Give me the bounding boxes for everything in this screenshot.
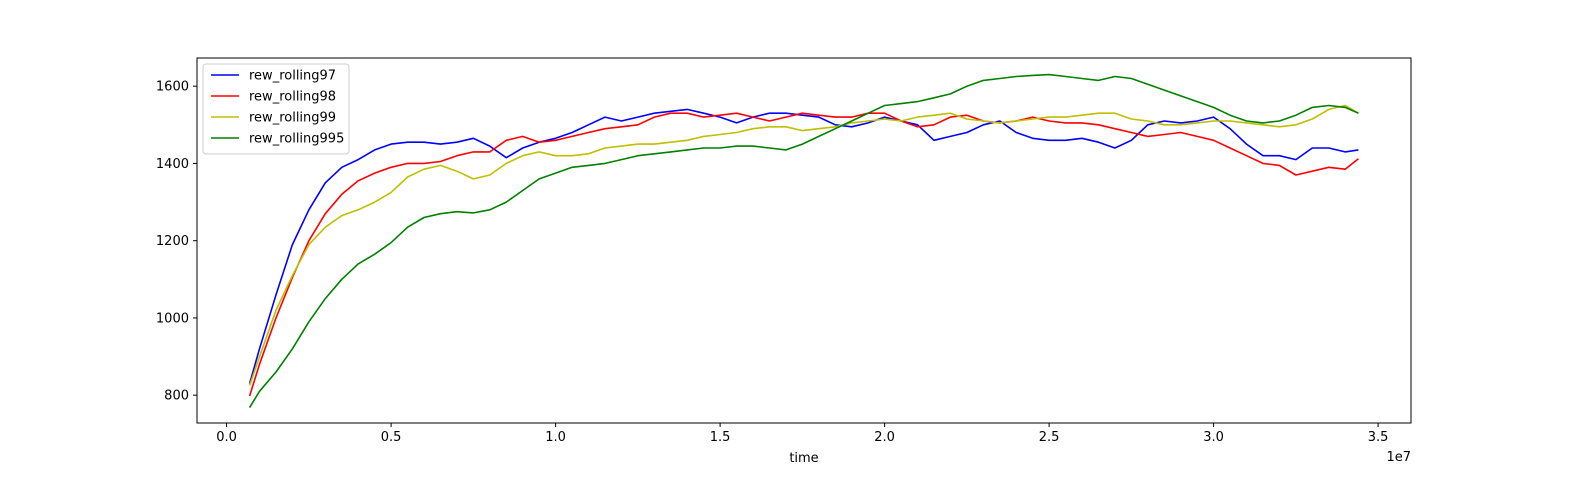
legend-entry-label: rew_rolling97 <box>249 69 336 84</box>
legend: rew_rolling97 rew_rolling98 rew_rolling99r… <box>202 63 350 155</box>
x-axis: 0.0 0.5 1.0 1.5 2.0 2.5 3.0 3.5 <box>216 423 1388 445</box>
x-tick-label: 2.5 <box>1039 430 1060 445</box>
x-tick-label: 1.0 <box>545 430 566 445</box>
y-tick-label: 1600 <box>156 80 189 95</box>
series-line-rew-rolling97 <box>248 108 1359 384</box>
x-axis-multiplier: 1e7 <box>1386 450 1411 465</box>
x-tick-label: 2.0 <box>874 430 895 445</box>
y-tick-label: 800 <box>164 389 189 404</box>
legend-entry-label: rew_rolling99 <box>249 111 336 126</box>
series-layer <box>248 73 1359 409</box>
legend-box <box>202 63 350 155</box>
y-tick-label: 1200 <box>156 234 189 249</box>
x-tick-label: 1.5 <box>710 430 731 445</box>
x-tick-label: 0.0 <box>216 430 237 445</box>
legend-entry-label: rew_rolling98 <box>249 90 336 105</box>
y-tick-label: 1400 <box>156 157 189 172</box>
x-tick-label: 3.0 <box>1203 430 1224 445</box>
series-line-rew-rolling995 <box>248 73 1359 409</box>
y-tick-label: 1000 <box>156 311 189 326</box>
x-tick-label: 0.5 <box>381 430 402 445</box>
x-tick-label: 3.5 <box>1368 430 1389 445</box>
x-axis-label: time <box>789 451 818 466</box>
y-axis: 800 1000 1200 1400 1600 <box>156 80 197 404</box>
series-line-rew-rolling99 <box>248 104 1359 386</box>
series-line-rew-rolling98 <box>248 112 1359 397</box>
legend-entry-label: rew_rolling995 <box>249 132 344 147</box>
